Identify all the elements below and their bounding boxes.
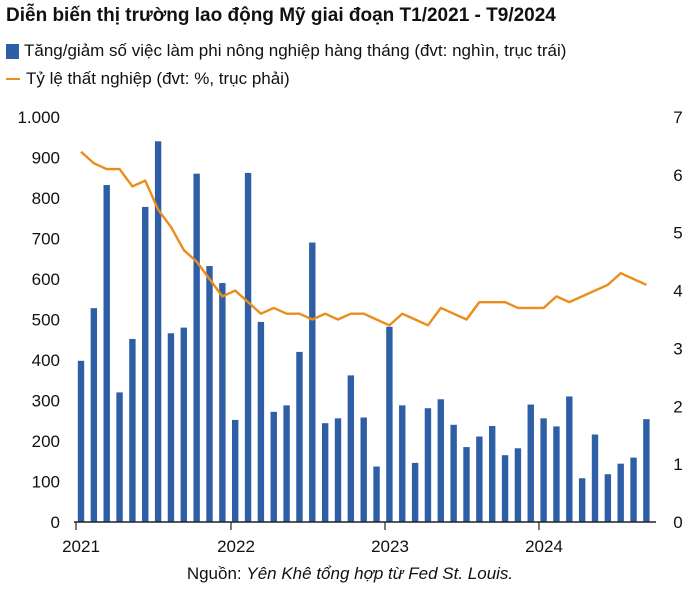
y-left-axis: 0 100 200 300 400 500 600 700 800 900 1.000 xyxy=(17,108,60,532)
y-right-tick-label-7: 7 xyxy=(673,108,682,127)
y-right-tick-label-2: 2 xyxy=(673,397,682,416)
bar-2022-02 xyxy=(244,172,252,522)
bar-2021-03 xyxy=(103,185,110,523)
y-right-tick-label-4: 4 xyxy=(673,282,682,301)
y-left-tick-label-700: 700 xyxy=(32,230,60,249)
y-right-tick-label-0: 0 xyxy=(673,513,682,532)
bar-2022-08 xyxy=(321,423,329,522)
bar-series xyxy=(77,141,650,523)
bar-2021-10 xyxy=(193,173,200,522)
bar-2021-11 xyxy=(206,266,213,522)
bar-2023-01 xyxy=(386,326,393,522)
bar-2023-07 xyxy=(463,447,470,522)
legend-entry-jobs: Tăng/giảm số việc làm phi nông nghiệp hà… xyxy=(6,41,566,61)
y-left-tick-label-100: 100 xyxy=(32,473,60,492)
bar-2022-10 xyxy=(347,375,355,522)
bar-2022-12 xyxy=(373,466,380,522)
bar-2021-01 xyxy=(77,360,85,522)
legend-label-jobs: Tăng/giảm số việc làm phi nông nghiệp hà… xyxy=(24,41,567,60)
bar-2022-04 xyxy=(270,411,277,522)
bar-2023-08 xyxy=(476,436,483,522)
x-tick-label-2021: 2021 xyxy=(62,537,100,556)
bar-2022-06 xyxy=(296,351,303,522)
bar-2023-12 xyxy=(527,404,534,522)
y-left-tick-label-800: 800 xyxy=(32,189,60,208)
bar-2022-05 xyxy=(283,405,290,522)
bar-2021-12 xyxy=(219,283,226,522)
bar-2024-09 xyxy=(643,419,650,522)
bar-2021-04 xyxy=(116,392,123,522)
bar-2023-04 xyxy=(424,408,432,522)
bar-2021-08 xyxy=(167,333,175,522)
bar-2023-09 xyxy=(489,426,496,522)
source-prefix: Nguồn: xyxy=(186,564,247,583)
bar-2022-01 xyxy=(232,419,239,522)
legend-line-swatch xyxy=(6,78,20,80)
bar-2023-05 xyxy=(437,399,444,522)
y-right-tick-label-5: 5 xyxy=(673,224,682,243)
source-text: Yên Khê tổng hợp từ Fed St. Louis. xyxy=(246,564,514,583)
bar-2023-06 xyxy=(450,424,457,522)
x-tick-label-2024: 2024 xyxy=(525,537,563,556)
y-right-tick-label-1: 1 xyxy=(673,455,682,474)
bar-2022-03 xyxy=(257,321,265,522)
bar-2021-02 xyxy=(90,308,98,522)
y-left-tick-label-400: 400 xyxy=(32,351,60,370)
y-right-tick-label-3: 3 xyxy=(673,339,682,358)
bar-2024-06 xyxy=(604,474,612,522)
bar-2022-09 xyxy=(334,418,342,522)
bar-2024-07 xyxy=(617,463,624,522)
legend-bar-swatch xyxy=(6,43,19,59)
bar-2021-09 xyxy=(180,327,187,522)
bar-2024-02 xyxy=(553,426,560,522)
bar-2024-08 xyxy=(630,457,637,522)
bar-2023-10 xyxy=(501,455,509,522)
y-left-tick-label-200: 200 xyxy=(32,432,60,451)
source-note: Nguồn: Yên Khê tổng hợp từ Fed St. Louis… xyxy=(0,564,700,584)
y-left-tick-label-900: 900 xyxy=(32,149,60,168)
bar-2022-11 xyxy=(360,417,367,522)
legend-entry-unemployment: Tỷ lệ thất nghiệp (đvt: %, trục phải) xyxy=(6,69,290,89)
bar-2021-06 xyxy=(142,206,149,522)
y-right-tick-label-6: 6 xyxy=(673,166,682,185)
x-tick-label-2022: 2022 xyxy=(217,537,255,556)
y-left-tick-label-300: 300 xyxy=(32,392,60,411)
bar-2021-07 xyxy=(154,141,162,523)
unemployment-line xyxy=(80,150,647,327)
x-tick-label-2023: 2023 xyxy=(371,537,409,556)
x-axis-ticks: 2021 2022 2023 2024 xyxy=(62,522,563,556)
bar-2023-11 xyxy=(514,448,522,522)
bar-2021-05 xyxy=(129,338,136,522)
y-left-tick-label-0: 0 xyxy=(51,513,60,532)
bar-2024-03 xyxy=(566,396,573,522)
y-left-tick-label-1000: 1.000 xyxy=(17,108,60,127)
bar-2022-07 xyxy=(309,242,316,523)
bar-2024-04 xyxy=(578,478,586,522)
bar-2023-03 xyxy=(411,462,419,522)
bar-2024-01 xyxy=(540,418,547,522)
y-left-tick-label-600: 600 xyxy=(32,270,60,289)
legend-label-unemployment: Tỷ lệ thất nghiệp (đvt: %, trục phải) xyxy=(26,69,290,88)
y-left-tick-label-500: 500 xyxy=(32,311,60,330)
y-right-axis: 0 1 2 3 4 5 6 7 xyxy=(673,108,682,532)
bar-2023-02 xyxy=(399,405,406,522)
chart-title: Diễn biến thị trường lao động Mỹ giai đo… xyxy=(6,5,556,26)
bar-2024-05 xyxy=(591,434,599,522)
